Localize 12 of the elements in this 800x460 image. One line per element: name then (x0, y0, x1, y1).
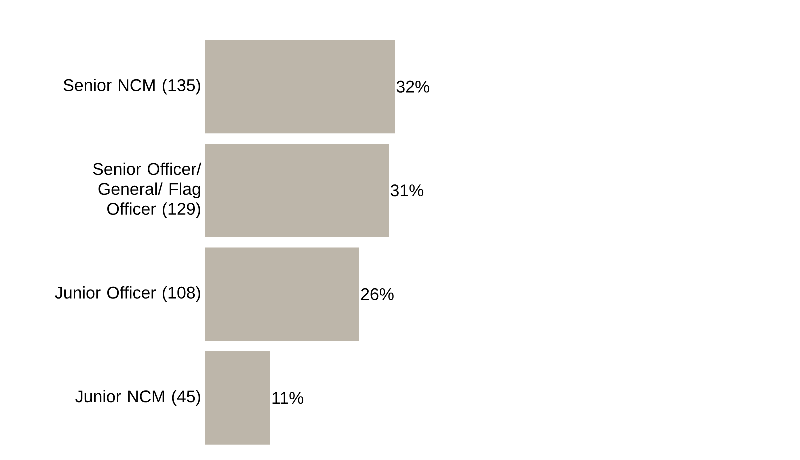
data-label: 31% (390, 184, 424, 197)
bar (205, 248, 360, 342)
bar (205, 40, 395, 134)
data-label: 32% (396, 80, 430, 93)
bar (205, 351, 270, 445)
y-tick-label: Junior Officer (108) (55, 286, 200, 302)
data-label: 26% (361, 288, 394, 300)
y-tick-label: Junior NCM (45) (76, 390, 200, 406)
bar (205, 144, 390, 238)
y-tick-label: Senior NCM (135) (64, 78, 200, 95)
y-tick-label: Senior Officer/ General/ Flag Officer (129) (93, 162, 202, 218)
data-label: 11% (272, 392, 304, 404)
